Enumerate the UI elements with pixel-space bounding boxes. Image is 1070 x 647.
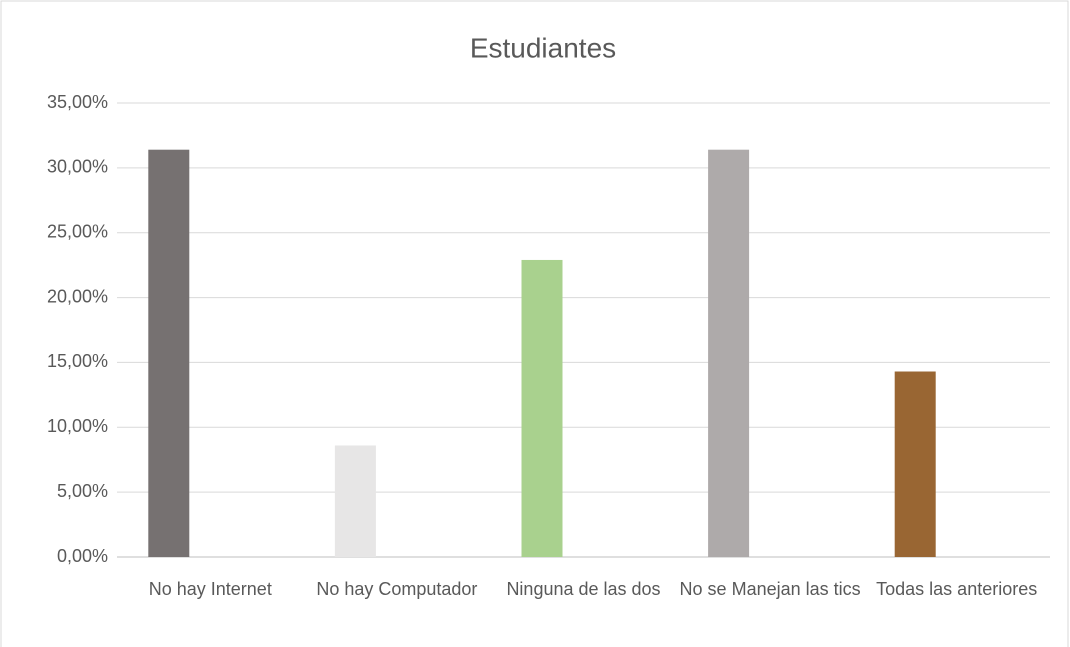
y-tick-label: 0,00%	[57, 546, 108, 566]
y-tick-label: 35,00%	[47, 92, 108, 112]
x-tick-label: No se Manejan las tics	[680, 579, 861, 599]
y-tick-label: 30,00%	[47, 157, 108, 177]
y-tick-label: 5,00%	[57, 481, 108, 501]
x-tick-label: Ninguna de las dos	[506, 579, 660, 599]
bar	[894, 371, 936, 557]
bar	[334, 445, 376, 557]
y-tick-label: 15,00%	[47, 351, 108, 371]
chart-title: Estudiantes	[470, 32, 616, 63]
bar	[708, 149, 750, 557]
y-tick-label: 10,00%	[47, 416, 108, 436]
y-tick-label: 20,00%	[47, 286, 108, 306]
x-tick-label: No hay Internet	[149, 579, 272, 599]
x-tick-label: No hay Computador	[316, 579, 477, 599]
x-tick-label: Todas las anteriores	[876, 579, 1037, 599]
y-tick-label: 25,00%	[47, 221, 108, 241]
bar	[521, 259, 563, 557]
bar	[148, 149, 190, 557]
